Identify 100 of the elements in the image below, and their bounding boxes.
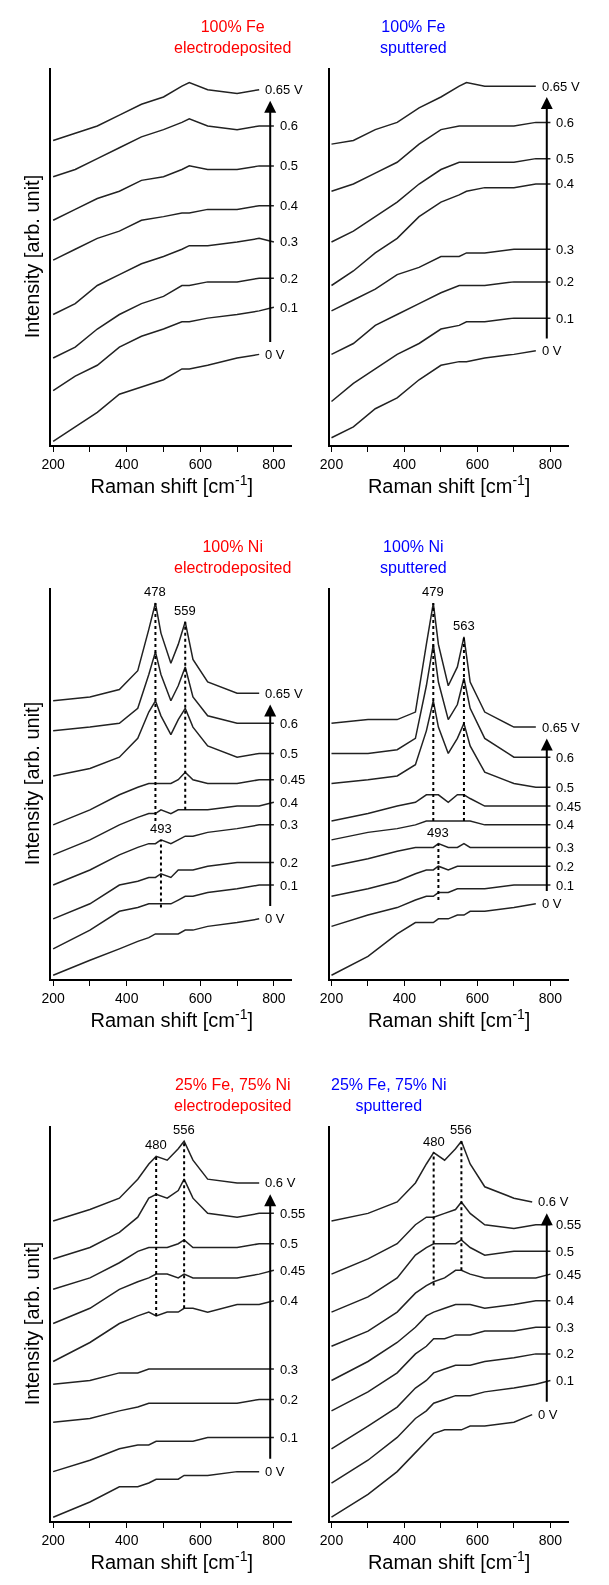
series-label: 0.55 [280,1206,306,1221]
x-axis-title: Raman shift [cm$^{-1}$] [90,1547,254,1574]
x-tick-label: 200 [319,455,344,472]
series-label: 0 V [542,896,562,911]
x-tick-label: 200 [319,989,344,1006]
series-label: 0.6 [556,115,575,130]
series-label: 0.5 [556,1244,575,1259]
series-label: 0.1 [556,1373,575,1388]
series-label: 0.3 [556,840,575,855]
series-label: 0.2 [280,855,299,870]
x-tick-label: 600 [188,455,213,472]
x-tick-label: 800 [262,455,286,472]
x-tick-label: 800 [538,455,563,472]
series-label: 0.2 [556,274,575,289]
x-tick-label: 600 [465,455,490,472]
annotation: 478 [144,584,166,599]
x-axis-title: Raman shift [cm$^{-1}$] [367,471,531,498]
x-tick-label: 200 [41,1531,66,1548]
x-tick-label: 800 [262,1531,286,1548]
series-label: 0.4 [280,1293,299,1308]
x-tick-label: 800 [538,1531,563,1548]
series-label: 0.5 [556,780,575,795]
annotation: 480 [145,1137,167,1152]
series-label: 0.4 [556,817,575,832]
x-tick-label: 800 [262,989,286,1006]
x-tick-label: 400 [392,1531,417,1548]
series-label: 0.1 [556,311,575,326]
series-label: 0.5 [556,151,575,166]
series-label: 0.45 [556,1267,582,1282]
x-tick-label: 400 [115,1531,139,1548]
x-tick-label: 600 [188,989,213,1006]
x-tick-label: 600 [465,1531,490,1548]
series-label: 0.55 [556,1217,582,1232]
series-label: 0.2 [280,1392,299,1407]
series-label: 0.65 V [542,720,580,735]
series-label: 0.4 [556,176,575,191]
annotation: 563 [453,618,475,633]
series-label: 0.6 [280,716,299,731]
series-label: 0.45 [280,1263,306,1278]
series-label: 0.45 [556,799,582,814]
series-label: 0.3 [280,1362,299,1377]
x-tick-label: 200 [319,1531,344,1548]
series-label: 0.6 V [265,1175,296,1190]
x-tick-label: 600 [465,989,490,1006]
series-label: 0.3 [280,817,299,832]
x-tick-label: 200 [41,989,66,1006]
x-tick-label: 800 [538,989,563,1006]
x-tick-label: 200 [41,455,66,472]
y-axis-title: Intensity [arb. unit] [21,701,44,866]
series-label: 0.6 [556,750,575,765]
series-label: 0.65 V [265,82,303,97]
series-label: 0.2 [556,859,575,874]
annotation: 556 [450,1122,472,1137]
series-label: 0.4 [556,1293,575,1308]
x-tick-label: 400 [392,455,417,472]
y-axis-title: Intensity [arb. unit] [21,174,44,339]
x-tick-label: 400 [115,455,139,472]
series-label: 0.3 [556,242,575,257]
chart-title: 25% Fe, 75% Ni electrodeposited [174,1076,292,1114]
series-label: 0 V [265,1464,285,1479]
series-label: 0 V [265,347,285,362]
x-axis-title: Raman shift [cm$^{-1}$] [90,1005,254,1032]
series-label: 0.4 [280,795,299,810]
series-label: 0.1 [556,878,575,893]
x-tick-label: 400 [392,989,417,1006]
series-label: 0.1 [280,300,299,315]
x-axis-title: Raman shift [cm$^{-1}$] [90,471,254,498]
x-tick-label: 600 [188,1531,213,1548]
series-label: 0.1 [280,878,299,893]
chart-title: 100% Ni electrodeposited [174,538,292,576]
x-axis-title: Raman shift [cm$^{-1}$] [367,1005,531,1032]
chart-title: 100% Ni sputtered [380,538,447,576]
series-label: 0.45 [280,772,306,787]
annotation: 479 [422,584,444,599]
series-label: 0 V [265,911,285,926]
annotation: 480 [423,1134,445,1149]
series-label: 0.2 [556,1346,575,1361]
series-label: 0 V [538,1407,558,1422]
series-label: 0.3 [280,234,299,249]
series-label: 0.4 [280,198,299,213]
series-label: 0.6 V [538,1194,569,1209]
series-label: 0.1 [280,1430,299,1445]
x-axis-title: Raman shift [cm$^{-1}$] [367,1547,531,1574]
series-label: 0 V [542,343,562,358]
series-label: 0.6 [280,118,299,133]
series-label: 0.2 [280,271,299,286]
annotation: 493 [427,825,449,840]
annotation: 556 [173,1122,195,1137]
series-label: 0.5 [280,1236,299,1251]
series-label: 0.5 [280,158,299,173]
y-axis-title: Intensity [arb. unit] [21,1241,44,1406]
chart-title: 100% Fe electrodeposited [174,18,292,56]
x-tick-label: 400 [115,989,139,1006]
series-label: 0.65 V [542,79,580,94]
chart-title: 100% Fe sputtered [380,18,447,56]
annotation: 559 [174,603,196,618]
chart-title: 25% Fe, 75% Ni sputtered [331,1076,447,1114]
annotation: 493 [150,821,172,836]
series-label: 0.5 [280,746,299,761]
series-label: 0.65 V [265,686,303,701]
